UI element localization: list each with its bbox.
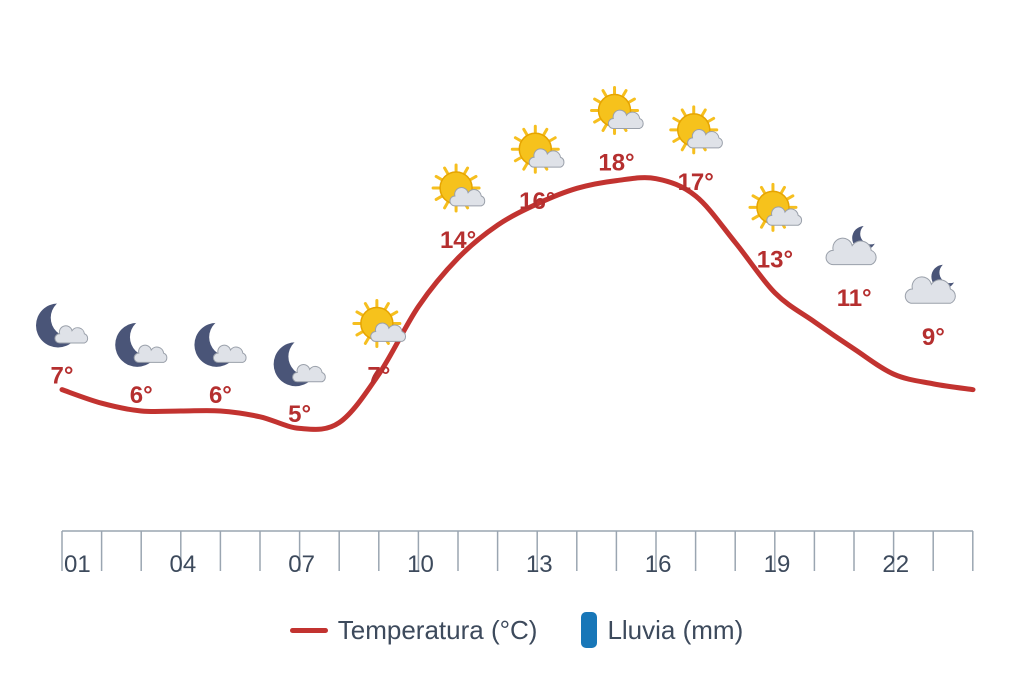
legend-item-rain[interactable]: Lluvia (mm) [581,612,743,648]
temperature-line [59,175,976,432]
temperature-label: 14° [440,227,476,254]
sun-cloud-icon [431,163,486,213]
temperature-label: 7° [367,362,390,389]
x-tick-label: 19 [764,551,791,578]
temperature-label: 17° [678,169,714,196]
legend-item-temperature[interactable]: Temperatura (°C) [289,614,538,646]
sun-cloud-icon [352,298,406,348]
legend-label-temperature: Temperatura (°C) [337,614,538,645]
weather-icons: 7° 6° 6° 5° 7° 14° 16° 18° 17° 13° 11° 9° [36,86,956,428]
temperature-label: 16° [519,188,555,215]
x-tick-label: 04 [169,551,196,578]
moon-cloud-icon [273,342,326,387]
temperature-label: 6° [209,382,232,409]
x-tick-label: 22 [882,551,909,578]
legend-line-swatch [289,627,328,633]
legend-rain-swatch [581,612,598,648]
legend-label-rain: Lluvia (mm) [607,614,744,645]
sun-cloud-icon [669,105,723,155]
temperature-label: 6° [130,382,153,409]
x-tick-label: 13 [526,551,553,578]
temperature-label: 7° [51,362,74,389]
cloud-moon-icon [825,226,877,266]
moon-cloud-icon [115,322,168,367]
temperature-label: 9° [922,324,945,351]
temperature-chart: 01 04 07 10 13 16 19 22 7° 6° 6° 5° 7° 14° 16° 18° 17° 1… [36,86,976,578]
cloud-moon-icon [904,264,956,304]
temperature-label: 5° [288,401,311,428]
temperature-label: 13° [757,246,793,273]
legend: Temperatura (°C) Lluvia (mm) [0,612,1033,648]
x-tick-label: 16 [645,551,672,578]
temperature-label: 18° [598,150,634,177]
x-axis: 01 04 07 10 13 16 19 22 [61,530,974,578]
x-tick-label: 10 [407,551,434,578]
x-tick-label: 07 [288,551,315,578]
sun-cloud-icon [590,86,644,136]
moon-cloud-icon [194,322,247,367]
sun-cloud-icon [510,124,565,174]
moon-cloud-icon [36,303,89,348]
temperature-label: 11° [837,285,872,312]
sun-cloud-icon [748,182,803,232]
x-tick-label: 01 [64,551,91,578]
